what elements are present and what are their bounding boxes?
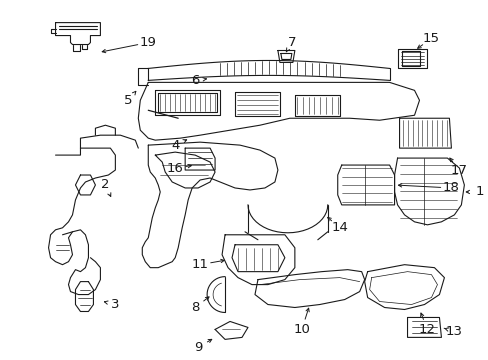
Text: 4: 4 bbox=[171, 139, 179, 152]
Text: 15: 15 bbox=[422, 32, 439, 45]
Text: 7: 7 bbox=[287, 36, 296, 49]
Text: 10: 10 bbox=[293, 323, 310, 336]
Text: 18: 18 bbox=[442, 181, 459, 194]
Text: 3: 3 bbox=[111, 298, 120, 311]
Text: 11: 11 bbox=[191, 258, 208, 271]
Text: 6: 6 bbox=[190, 74, 199, 87]
Text: 14: 14 bbox=[330, 221, 347, 234]
Text: 2: 2 bbox=[101, 179, 109, 192]
Text: 16: 16 bbox=[166, 162, 183, 175]
Text: 5: 5 bbox=[124, 94, 132, 107]
Text: 12: 12 bbox=[418, 323, 435, 336]
Text: 9: 9 bbox=[194, 341, 202, 354]
Text: 8: 8 bbox=[190, 301, 199, 314]
Text: 19: 19 bbox=[140, 36, 156, 49]
Text: 17: 17 bbox=[450, 163, 467, 176]
Text: 13: 13 bbox=[445, 325, 462, 338]
Text: 1: 1 bbox=[474, 185, 483, 198]
